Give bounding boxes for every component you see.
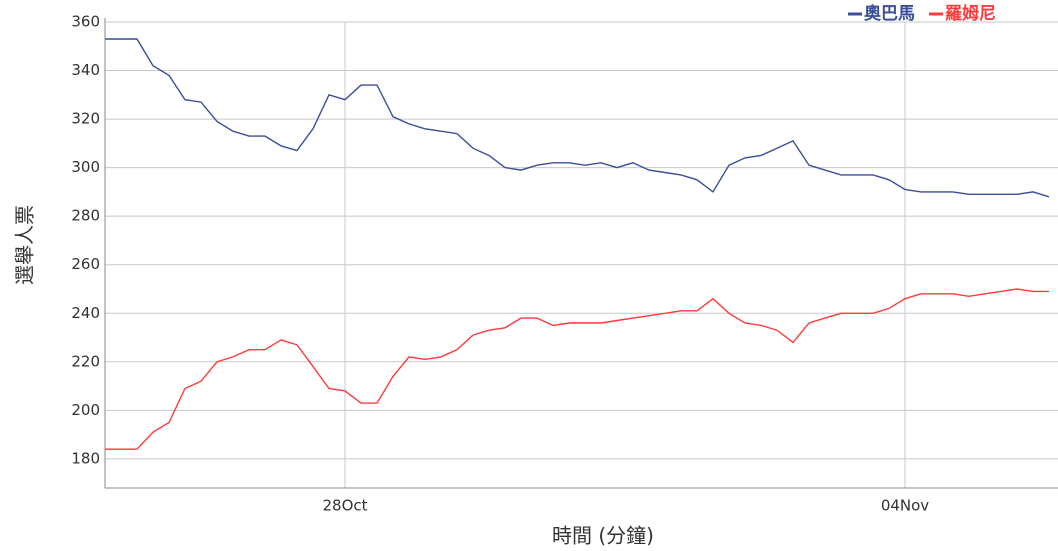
- y-tick-label: 280: [71, 207, 100, 225]
- x-tick-label: 28Oct: [322, 497, 367, 515]
- series-line: [105, 288, 1049, 450]
- y-tick-label: 240: [71, 304, 100, 322]
- y-axis-label: 選舉人票: [13, 205, 37, 285]
- y-tick-label: 340: [71, 61, 100, 79]
- legend-label: 羅姆尼: [945, 3, 996, 24]
- x-tick-label: 04Nov: [881, 497, 929, 515]
- y-tick-label: 200: [71, 401, 100, 419]
- y-tick-label: 180: [71, 449, 100, 467]
- y-tick-label: 260: [71, 255, 100, 273]
- y-tick-label: 300: [71, 158, 100, 176]
- y-tick-label: 220: [71, 352, 100, 370]
- x-axis-label: 時間 (分鐘): [552, 524, 654, 548]
- y-tick-label: 320: [71, 110, 100, 128]
- series-line: [105, 38, 1050, 198]
- y-tick-label: 360: [71, 13, 100, 31]
- legend-label: 奧巴馬: [864, 3, 915, 24]
